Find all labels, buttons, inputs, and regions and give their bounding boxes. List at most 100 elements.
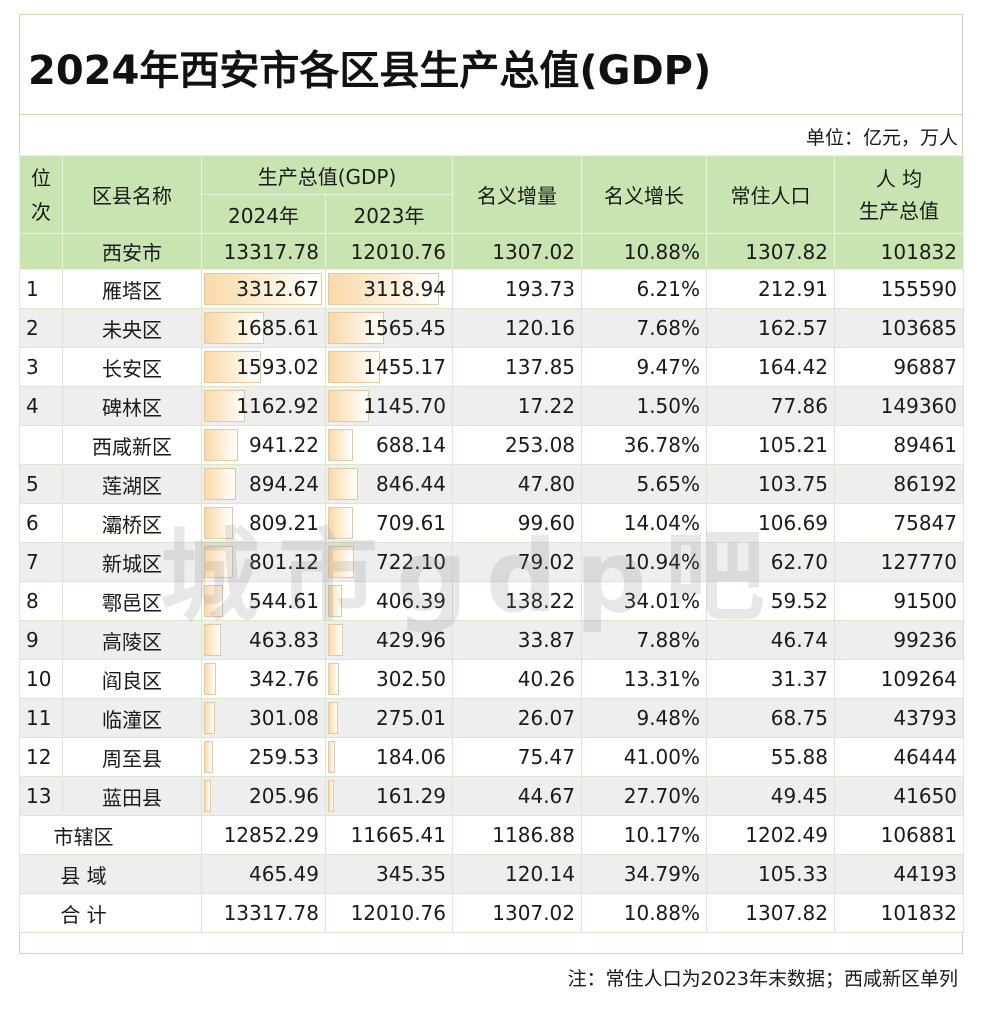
- growth-cell: 6.21%: [581, 269, 708, 309]
- header-per-capita-line2: 生产总值: [859, 198, 940, 223]
- per-capita-cell: 99236: [834, 620, 965, 660]
- per-capita-cell: 43793: [834, 698, 965, 738]
- city-increase: 1307.02: [452, 233, 583, 270]
- gdp-2023-cell: 406.39: [324, 581, 454, 621]
- district-name: 临潼区: [62, 698, 202, 738]
- per-capita-cell: 41650: [834, 776, 965, 816]
- per-capita-cell: 89461: [834, 425, 965, 465]
- population-cell: 162.57: [706, 308, 836, 348]
- city-growth: 10.88%: [581, 233, 708, 270]
- gdp-value: 205.96: [249, 784, 319, 808]
- table-row: 6 灞桥区 809.21 709.61 99.60 14.04% 106.69 75847: [19, 503, 965, 543]
- gdp-2024-cell: 894.24: [201, 464, 326, 504]
- district-name: 未央区: [62, 308, 202, 348]
- city-name: 西安市: [62, 233, 202, 270]
- gdp-2023-cell: 846.44: [324, 464, 454, 504]
- gdp-bar: [328, 741, 335, 773]
- table-row: 1 雁塔区 3312.67 3118.94 193.73 6.21% 212.91 15559…: [19, 269, 965, 309]
- gdp-value: 184.06: [376, 745, 447, 769]
- gdp-value: 161.29: [376, 784, 447, 808]
- per-capita-cell: 155590: [834, 269, 965, 309]
- gdp-2023-cell: 709.61: [324, 503, 454, 543]
- summary-gdp-2023: 12010.76: [324, 893, 454, 933]
- gdp-value: 709.61: [376, 511, 447, 535]
- gdp-value: 3118.94: [363, 277, 447, 301]
- rank-cell: 1: [19, 269, 63, 309]
- table-row: 12 周至县 259.53 184.06 75.47 41.00% 55.88 46444: [19, 737, 965, 777]
- table-row: 7 新城区 801.12 722.10 79.02 10.94% 62.70 127770: [19, 542, 965, 582]
- gdp-bar: [328, 429, 353, 461]
- gdp-value: 1685.61: [236, 316, 319, 340]
- gdp-2024-cell: 342.76: [201, 659, 326, 699]
- gdp-value: 1455.17: [363, 355, 447, 379]
- gdp-2023-cell: 161.29: [324, 776, 454, 816]
- header-increase: 名义增量: [452, 155, 583, 234]
- table-body: 位次 区县名称 生产总值(GDP) 名义增量 名义增长 常住人口 人 均 生产总…: [19, 155, 965, 933]
- increase-cell: 44.67: [452, 776, 583, 816]
- per-capita-cell: 127770: [834, 542, 965, 582]
- increase-cell: 40.26: [452, 659, 583, 699]
- district-name: 碑林区: [62, 386, 202, 426]
- gdp-bar: [328, 351, 380, 383]
- gdp-2023-cell: 302.50: [324, 659, 454, 699]
- table-row: 10 阎良区 342.76 302.50 40.26 13.31% 31.37 109264: [19, 659, 965, 699]
- summary-gdp-2024: 12852.29: [201, 815, 326, 855]
- growth-cell: 34.01%: [581, 581, 708, 621]
- summary-row: 合 计 13317.78 12010.76 1307.02 10.88% 1307.82 1…: [19, 893, 965, 933]
- gdp-bar: [328, 663, 339, 695]
- gdp-value: 302.50: [376, 667, 447, 691]
- gdp-value: 1162.92: [236, 394, 319, 418]
- gdp-value: 301.08: [249, 706, 319, 730]
- summary-name: 市辖区: [19, 815, 202, 855]
- header-name: 区县名称: [62, 155, 202, 234]
- header-population: 常住人口: [706, 155, 836, 234]
- summary-gdp-2023: 345.35: [324, 854, 454, 894]
- summary-per-capita: 44193: [834, 854, 965, 894]
- district-name: 新城区: [62, 542, 202, 582]
- per-capita-cell: 96887: [834, 347, 965, 387]
- per-capita-cell: 109264: [834, 659, 965, 699]
- growth-cell: 1.50%: [581, 386, 708, 426]
- increase-cell: 17.22: [452, 386, 583, 426]
- summary-name: 县 域: [19, 854, 202, 894]
- population-cell: 31.37: [706, 659, 836, 699]
- district-name: 莲湖区: [62, 464, 202, 504]
- gdp-2024-cell: 1685.61: [201, 308, 326, 348]
- table-row: 5 莲湖区 894.24 846.44 47.80 5.65% 103.75 86192: [19, 464, 965, 504]
- rank-cell: 10: [19, 659, 63, 699]
- gdp-value: 275.01: [376, 706, 447, 730]
- gdp-value: 894.24: [249, 472, 319, 496]
- gdp-bar: [328, 702, 338, 734]
- population-cell: 46.74: [706, 620, 836, 660]
- gdp-value: 801.12: [249, 550, 319, 574]
- growth-cell: 36.78%: [581, 425, 708, 465]
- growth-cell: 10.94%: [581, 542, 708, 582]
- gdp-2023-cell: 275.01: [324, 698, 454, 738]
- district-name: 阎良区: [62, 659, 202, 699]
- rank-cell: 9: [19, 620, 63, 660]
- gdp-bar: [204, 702, 215, 734]
- population-cell: 68.75: [706, 698, 836, 738]
- rank-cell: 3: [19, 347, 63, 387]
- gdp-2024-cell: 1593.02: [201, 347, 326, 387]
- population-cell: 103.75: [706, 464, 836, 504]
- header-2023: 2023年: [324, 194, 454, 234]
- population-cell: 62.70: [706, 542, 836, 582]
- gdp-bar: [204, 273, 322, 305]
- gdp-bar: [204, 351, 261, 383]
- gdp-2024-cell: 809.21: [201, 503, 326, 543]
- gdp-bar: [328, 546, 354, 578]
- increase-cell: 137.85: [452, 347, 583, 387]
- gdp-bar: [328, 507, 353, 539]
- rank-cell: 5: [19, 464, 63, 504]
- per-capita-cell: 86192: [834, 464, 965, 504]
- rank-cell: 7: [19, 542, 63, 582]
- summary-growth: 10.88%: [581, 893, 708, 933]
- population-cell: 164.42: [706, 347, 836, 387]
- gdp-value: 406.39: [376, 589, 447, 613]
- gdp-2024-cell: 259.53: [201, 737, 326, 777]
- growth-cell: 13.31%: [581, 659, 708, 699]
- gdp-value: 941.22: [249, 433, 319, 457]
- increase-cell: 138.22: [452, 581, 583, 621]
- per-capita-cell: 75847: [834, 503, 965, 543]
